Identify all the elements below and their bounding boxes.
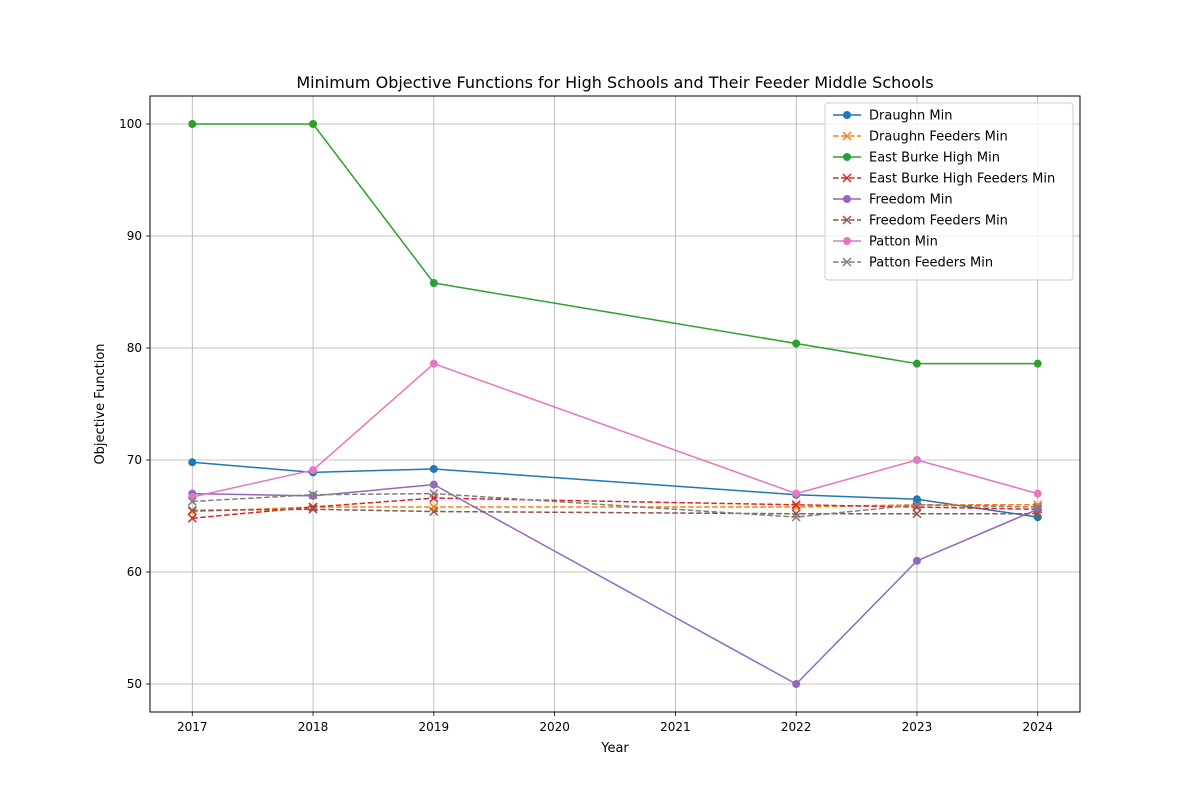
legend-entry: Patton Feeders Min: [833, 256, 993, 271]
data-point: [1033, 509, 1043, 519]
data-point: [429, 489, 439, 499]
data-point: [187, 505, 197, 515]
legend-entry: Draughn Feeders Min: [833, 130, 1008, 145]
data-point: [792, 489, 801, 498]
y-tick-label: 70: [127, 453, 142, 467]
x-tick-label: 2023: [902, 720, 933, 734]
x-tick-label: 2018: [298, 720, 329, 734]
data-point: [309, 120, 318, 128]
series-line: [192, 508, 1038, 515]
data-point: [912, 495, 921, 504]
data-point: [187, 496, 197, 506]
legend-entry: Freedom Min: [833, 193, 953, 208]
legend-marker: [842, 131, 852, 141]
data-point: [429, 279, 438, 288]
data-point: [1033, 502, 1043, 512]
series-line: [192, 461, 1038, 518]
data-point: [429, 506, 439, 517]
data-point: [309, 491, 318, 500]
plot-area: [149, 95, 1081, 713]
data-point: [791, 500, 801, 510]
legend-marker: [843, 195, 851, 203]
data-point: [187, 513, 197, 523]
data-point: [912, 509, 922, 519]
x-tick-label: 2019: [419, 720, 450, 734]
data-point: [188, 120, 197, 128]
series-line: [192, 362, 1038, 498]
y-tick-label: 60: [127, 565, 142, 579]
series-1: [188, 458, 1042, 522]
legend-entry: Freedom Feeders Min: [833, 214, 1008, 229]
x-tick-label: 2017: [177, 720, 208, 734]
data-point: [912, 359, 921, 368]
legend-label: Freedom Feeders Min: [869, 214, 1008, 229]
series-group: [187, 120, 1043, 688]
data-point: [188, 458, 197, 467]
legend-label: Patton Min: [869, 235, 938, 250]
data-point: [309, 466, 318, 475]
legend-marker: [842, 215, 852, 225]
y-tick-label: 90: [127, 229, 142, 243]
data-point: [791, 512, 801, 522]
x-axis-label: Year: [600, 741, 629, 756]
legend: Draughn Min Draughn Feeders Min East Burke…: [824, 102, 1074, 281]
legend-box: [824, 102, 1074, 281]
y-tick-label: 100: [119, 117, 142, 131]
legend-marker: [843, 153, 851, 161]
series-line: [192, 492, 1038, 518]
legend-label: Draughn Feeders Min: [869, 130, 1008, 145]
axis-ticks: 2017 2018 2019 2020 2021 2022 2023 2024 50 60 70 80…: [119, 117, 1053, 734]
legend-label: East Burke High Feeders Min: [869, 172, 1055, 187]
legend-entry: East Burke High Min: [833, 151, 1000, 166]
y-tick-label: 80: [127, 341, 142, 355]
data-point: [429, 359, 438, 368]
series-8: [187, 489, 1043, 522]
series-3: [188, 120, 1042, 368]
data-point: [308, 490, 318, 500]
chart-title: Minimum Objective Functions for High Sch…: [296, 73, 933, 92]
legend-label: Patton Feeders Min: [869, 256, 993, 271]
x-tick-label: 2020: [539, 720, 570, 734]
legend-label: Draughn Min: [869, 109, 953, 124]
legend-marker: [842, 257, 852, 267]
y-axis-label: Objective Function: [93, 343, 108, 464]
x-tick-label: 2024: [1022, 720, 1053, 734]
x-tick-label: 2021: [660, 720, 691, 734]
legend-marker: [843, 237, 851, 245]
series-line: [192, 123, 1038, 365]
data-point: [1033, 489, 1042, 498]
data-point: [912, 556, 921, 565]
legend-entry: Draughn Min: [833, 109, 953, 124]
data-point: [912, 500, 922, 510]
legend-label: East Burke High Min: [869, 151, 1000, 166]
x-tick-label: 2022: [781, 720, 812, 734]
data-point: [429, 464, 438, 473]
data-point: [912, 456, 921, 464]
data-point: [1033, 359, 1042, 368]
data-point: [792, 680, 801, 688]
y-tick-label: 50: [127, 677, 142, 691]
legend-marker: [842, 173, 852, 183]
data-point: [188, 492, 197, 501]
legend-entry: Patton Min: [833, 235, 938, 250]
legend-marker: [843, 111, 851, 119]
data-point: [792, 339, 801, 348]
data-point: [429, 480, 438, 489]
series-6: [187, 504, 1043, 519]
legend-entry: East Burke High Feeders Min: [833, 172, 1055, 187]
data-point: [187, 506, 197, 517]
legend-label: Freedom Min: [869, 193, 953, 208]
data-point: [308, 504, 318, 514]
